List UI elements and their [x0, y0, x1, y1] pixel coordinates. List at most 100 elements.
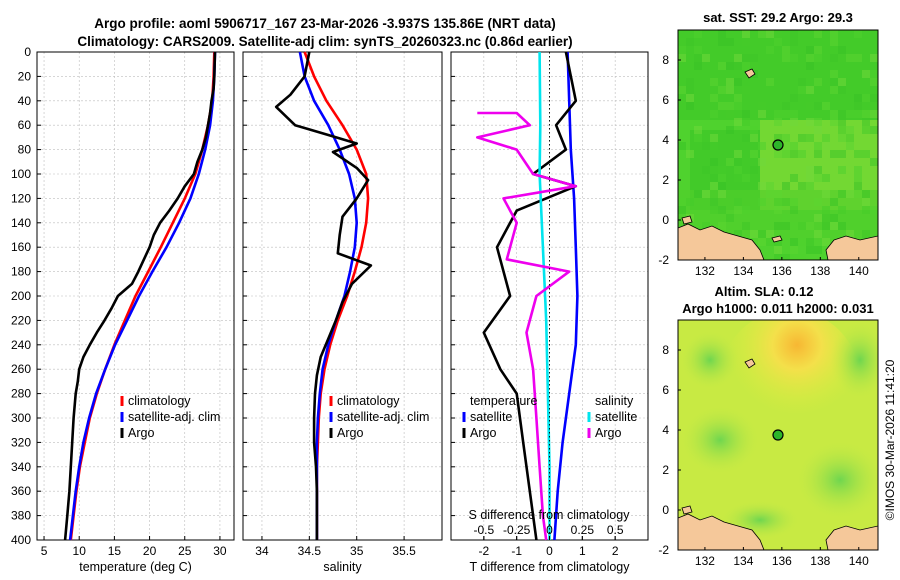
sst-pixel — [870, 78, 878, 86]
sst-pixel — [782, 110, 790, 118]
sst-pixel — [678, 46, 686, 54]
sla-map-title: Altim. SLA: 0.12 — [715, 284, 814, 299]
sst-pixel — [830, 38, 838, 46]
sst-pixel — [726, 110, 734, 118]
sst-pixel — [798, 86, 806, 94]
sst-pixel — [774, 38, 782, 46]
y-tick-label: 360 — [11, 484, 31, 498]
sst-pixel — [870, 110, 878, 118]
map-y-tick-label: 0 — [662, 503, 669, 517]
y-tick-label: 40 — [18, 94, 32, 108]
sst-pixel — [838, 78, 846, 86]
map-x-tick-label: 140 — [849, 264, 869, 278]
sst-pixel — [686, 86, 694, 94]
x-tick-label: 10 — [73, 544, 87, 558]
sst-pixel — [774, 30, 782, 38]
map-y-tick-label: -2 — [658, 253, 669, 267]
x-tick-label: 0 — [546, 544, 553, 558]
map-y-tick-label: -2 — [658, 543, 669, 557]
secondary-axis-label: S difference from climatology — [469, 508, 631, 522]
sla-argo-marker — [772, 429, 784, 441]
sst-pixel — [838, 110, 846, 118]
sst-pixel — [870, 126, 878, 134]
sst-pixel — [814, 246, 822, 254]
sst-pixel — [774, 206, 782, 214]
sst-pixel — [814, 54, 822, 62]
x-tick-label: 35 — [350, 544, 364, 558]
sst-pixel — [742, 206, 750, 214]
sst-pixel — [862, 206, 870, 214]
secondary-x-tick-label: -0.25 — [503, 523, 531, 537]
x-tick-label: 5 — [41, 544, 48, 558]
sst-pixel — [806, 238, 814, 246]
sst-pixel — [718, 222, 726, 230]
sst-pixel — [742, 134, 750, 142]
sst-pixel — [814, 142, 822, 150]
x-axis-label: temperature (deg C) — [79, 560, 192, 574]
sst-pixel — [830, 118, 838, 126]
sst-pixel — [726, 126, 734, 134]
sst-pixel — [678, 38, 686, 46]
sst-pixel — [718, 166, 726, 174]
y-tick-label: 160 — [11, 240, 31, 254]
sst-pixel — [806, 46, 814, 54]
sst-pixel — [822, 142, 830, 150]
y-tick-label: 220 — [11, 313, 31, 327]
sst-pixel — [846, 230, 854, 238]
y-tick-label: 180 — [11, 265, 31, 279]
sst-pixel — [718, 206, 726, 214]
legend-title: salinity — [595, 394, 634, 408]
sst-pixel — [838, 118, 846, 126]
sst-pixel — [862, 198, 870, 206]
y-tick-label: 380 — [11, 509, 31, 523]
sst-pixel — [822, 134, 830, 142]
map-x-tick-label: 134 — [733, 554, 753, 568]
sla-map: Altim. SLA: 0.12 Argo h1000: 0.011 h2000… — [658, 284, 879, 568]
sst-pixel — [846, 190, 854, 198]
sst-pixel — [846, 54, 854, 62]
y-tick-label: 120 — [11, 191, 31, 205]
sst-pixel — [750, 166, 758, 174]
title-line-1: Argo profile: aoml 5906717_167 23-Mar-20… — [94, 16, 555, 31]
y-tick-label: 400 — [11, 533, 31, 547]
secondary-x-tick-label: 0.25 — [571, 523, 595, 537]
sst-pixel — [790, 54, 798, 62]
y-tick-label: 200 — [11, 289, 31, 303]
sst-pixel — [758, 142, 766, 150]
sst-pixel — [854, 166, 862, 174]
map-y-tick-label: 2 — [662, 173, 669, 187]
sst-land-new-guinea — [678, 223, 765, 260]
sst-pixel — [838, 166, 846, 174]
sst-pixel — [710, 134, 718, 142]
sst-pixel — [806, 222, 814, 230]
sst-pixel — [782, 254, 790, 260]
sst-pixel — [686, 150, 694, 158]
sst-pixel — [862, 94, 870, 102]
sst-pixel — [806, 182, 814, 190]
sst-pixel — [806, 134, 814, 142]
sst-pixel — [710, 110, 718, 118]
sst-pixel — [790, 150, 798, 158]
sst-pixel — [710, 94, 718, 102]
map-y-tick-label: 8 — [662, 53, 669, 67]
y-tick-label: 260 — [11, 362, 31, 376]
sst-pixel — [686, 94, 694, 102]
sst-pixel — [854, 190, 862, 198]
sst-pixel — [870, 70, 878, 78]
sst-pixel — [734, 54, 742, 62]
x-tick-label: 20 — [143, 544, 157, 558]
sst-pixel — [734, 174, 742, 182]
sst-pixel — [830, 30, 838, 38]
series-line-s-argo — [476, 111, 578, 541]
map-y-tick-label: 8 — [662, 343, 669, 357]
sst-pixel — [830, 86, 838, 94]
sst-pixel — [774, 150, 782, 158]
sst-pixel — [734, 230, 742, 238]
sst-pixel — [790, 174, 798, 182]
sst-map: sat. SST: 29.2 Argo: 29.3 132 134 136 138 14… — [658, 10, 879, 278]
sst-pixel — [718, 30, 726, 38]
sst-pixel — [774, 246, 782, 254]
legend-label: satellite — [595, 410, 637, 424]
sst-pixel — [830, 78, 838, 86]
legend-label: climatology — [337, 394, 400, 408]
